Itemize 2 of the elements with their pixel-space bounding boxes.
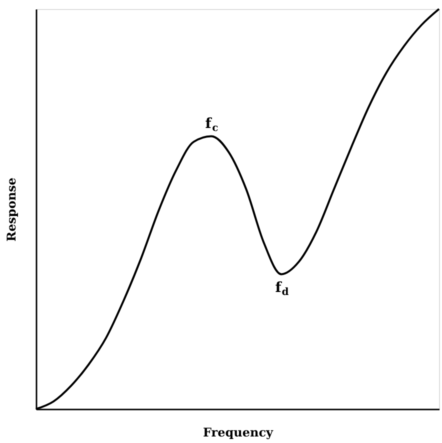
y-axis-title: Response xyxy=(4,177,18,242)
x-axis-title: Frequency xyxy=(202,426,274,440)
